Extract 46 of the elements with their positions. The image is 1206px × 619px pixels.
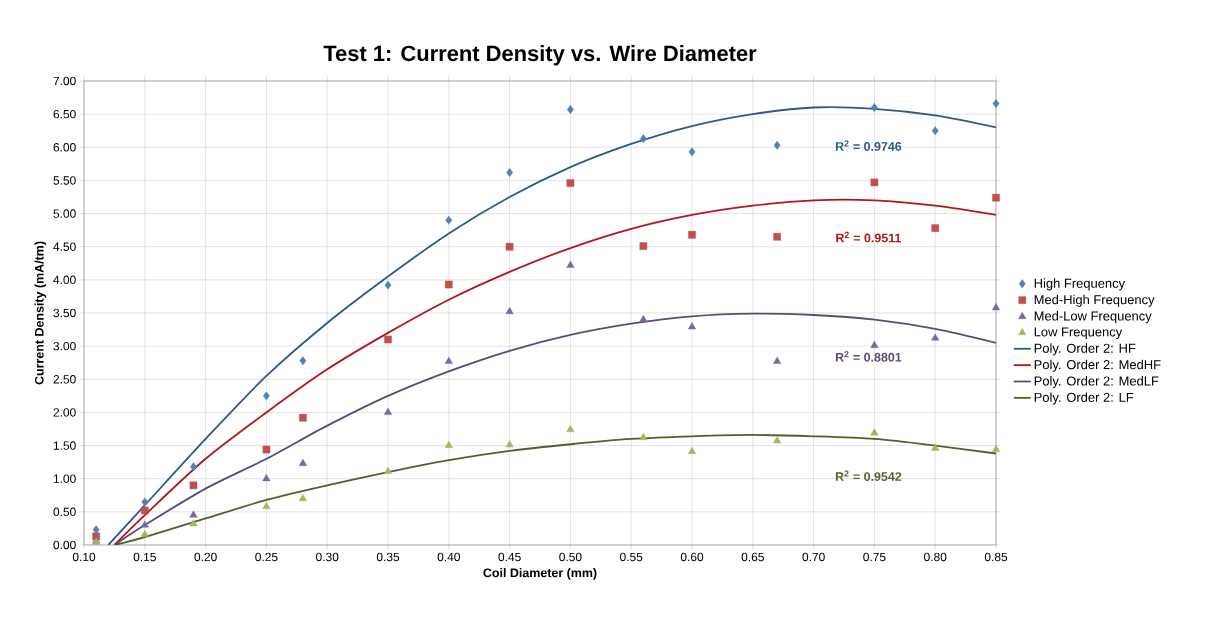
x-tick-label: 0.55 (620, 552, 643, 562)
y-axis-title: Current Density (mA/tm) (34, 241, 47, 385)
x-tick-label: 0.85 (984, 552, 1008, 562)
x-tick-label: 0.65 (741, 552, 764, 562)
x-tick-label: 0.35 (376, 552, 400, 562)
legend-label: Med-High Frequency (1034, 294, 1155, 307)
x-axis-title: Coil Diameter (mm) (483, 568, 597, 580)
legend-label: Low Frequency (1034, 327, 1123, 340)
y-tick-label: 0.00 (53, 540, 76, 550)
y-tick-label: 3.50 (53, 308, 76, 318)
x-tick-label: 0.70 (802, 552, 825, 562)
x-tick-label: 0.10 (72, 552, 96, 562)
x-tick-label: 0.40 (437, 552, 460, 562)
annotation: R$^{2}$ = 0.9511 (836, 231, 902, 243)
legend-label: Med-Low Frequency (1034, 311, 1152, 324)
y-tick-label: 3.00 (53, 341, 76, 351)
y-tick-label: 6.00 (53, 143, 76, 152)
x-tick-label: 0.50 (559, 552, 582, 562)
legend-label: Poly. Order 2: LF (1034, 392, 1134, 405)
x-tick-label: 0.15 (133, 552, 156, 562)
x-tick-label: 0.45 (498, 552, 521, 562)
y-tick-label: 2.50 (53, 375, 76, 384)
y-tick-label: 5.00 (53, 209, 76, 218)
y-tick-label: 1.50 (53, 441, 76, 450)
annotation: R$^{2}$ = 0.9542 (835, 470, 902, 481)
annotation: R$^{2}$ = 0.8801 (835, 351, 902, 362)
x-tick-label: 0.30 (316, 552, 339, 562)
x-tick-label: 0.80 (924, 552, 947, 562)
x-tick-label: 0.20 (194, 552, 217, 562)
y-tick-label: 7.00 (53, 76, 76, 86)
y-tick-label: 1.00 (53, 474, 76, 483)
y-tick-label: 6.50 (53, 109, 76, 119)
legend-label: High Frequency (1034, 278, 1126, 291)
legend-label: Poly. Order 2: MedLF (1034, 376, 1159, 389)
y-tick-label: 4.00 (53, 275, 76, 285)
y-tick-label: 2.00 (53, 408, 76, 417)
x-tick-label: 0.60 (680, 552, 704, 562)
legend-label: Poly. Order 2: HF (1034, 343, 1136, 356)
y-tick-label: 0.50 (53, 507, 76, 517)
annotation: R$^{2}$ = 0.9746 (835, 140, 902, 151)
chart-title: Test 1: Current Density vs. Wire Diameter (323, 45, 757, 66)
x-tick-label: 0.75 (863, 552, 886, 562)
y-tick-label: 5.50 (53, 176, 76, 185)
y-tick-label: 4.50 (53, 242, 76, 251)
x-tick-label: 0.25 (255, 552, 278, 562)
legend-label: Poly. Order 2: MedHF (1034, 359, 1161, 372)
